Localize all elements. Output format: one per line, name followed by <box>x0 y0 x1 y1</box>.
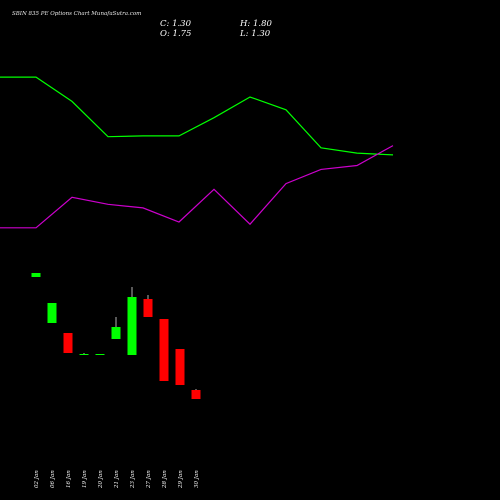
ohlc-open: O: 1.75 <box>160 29 192 39</box>
x-tick-label: 02 Jan <box>34 470 40 488</box>
ohlc-low: L: 1.30 <box>240 29 271 39</box>
overlay-line-magenta <box>0 145 394 229</box>
x-tick-label: 20 Jan <box>98 470 104 489</box>
x-tick-label: 21 Jan <box>114 470 120 489</box>
candle-body <box>159 319 169 381</box>
candle-body <box>47 303 57 323</box>
candle-body <box>175 349 185 385</box>
x-tick-label: 19 Jan <box>82 470 88 488</box>
x-tick-label: 30 Jan <box>194 470 200 488</box>
x-tick-label: 16 Jan <box>66 470 72 488</box>
candle-body <box>63 333 73 353</box>
candle-body <box>127 297 137 355</box>
ohlc-high: H: 1.80 <box>240 19 272 29</box>
x-tick-label: 06 Jan <box>50 470 56 488</box>
x-tick-label: 29 Jan <box>178 470 184 489</box>
overlay-line-green <box>0 76 394 156</box>
x-tick-label: 23 Jan <box>130 470 136 489</box>
chart-title: SBIN 835 PE Options Chart MunafaSutra.co… <box>12 11 142 17</box>
candle-body <box>31 273 41 277</box>
x-tick-label: 27 Jan <box>146 470 152 489</box>
candle-body <box>143 299 153 317</box>
ohlc-close: C: 1.30 <box>160 19 191 29</box>
candle-body <box>95 354 105 355</box>
x-tick-label: 28 Jan <box>162 470 168 489</box>
candle-body <box>111 327 121 339</box>
candle-body <box>79 354 89 355</box>
candle-body <box>191 390 201 399</box>
